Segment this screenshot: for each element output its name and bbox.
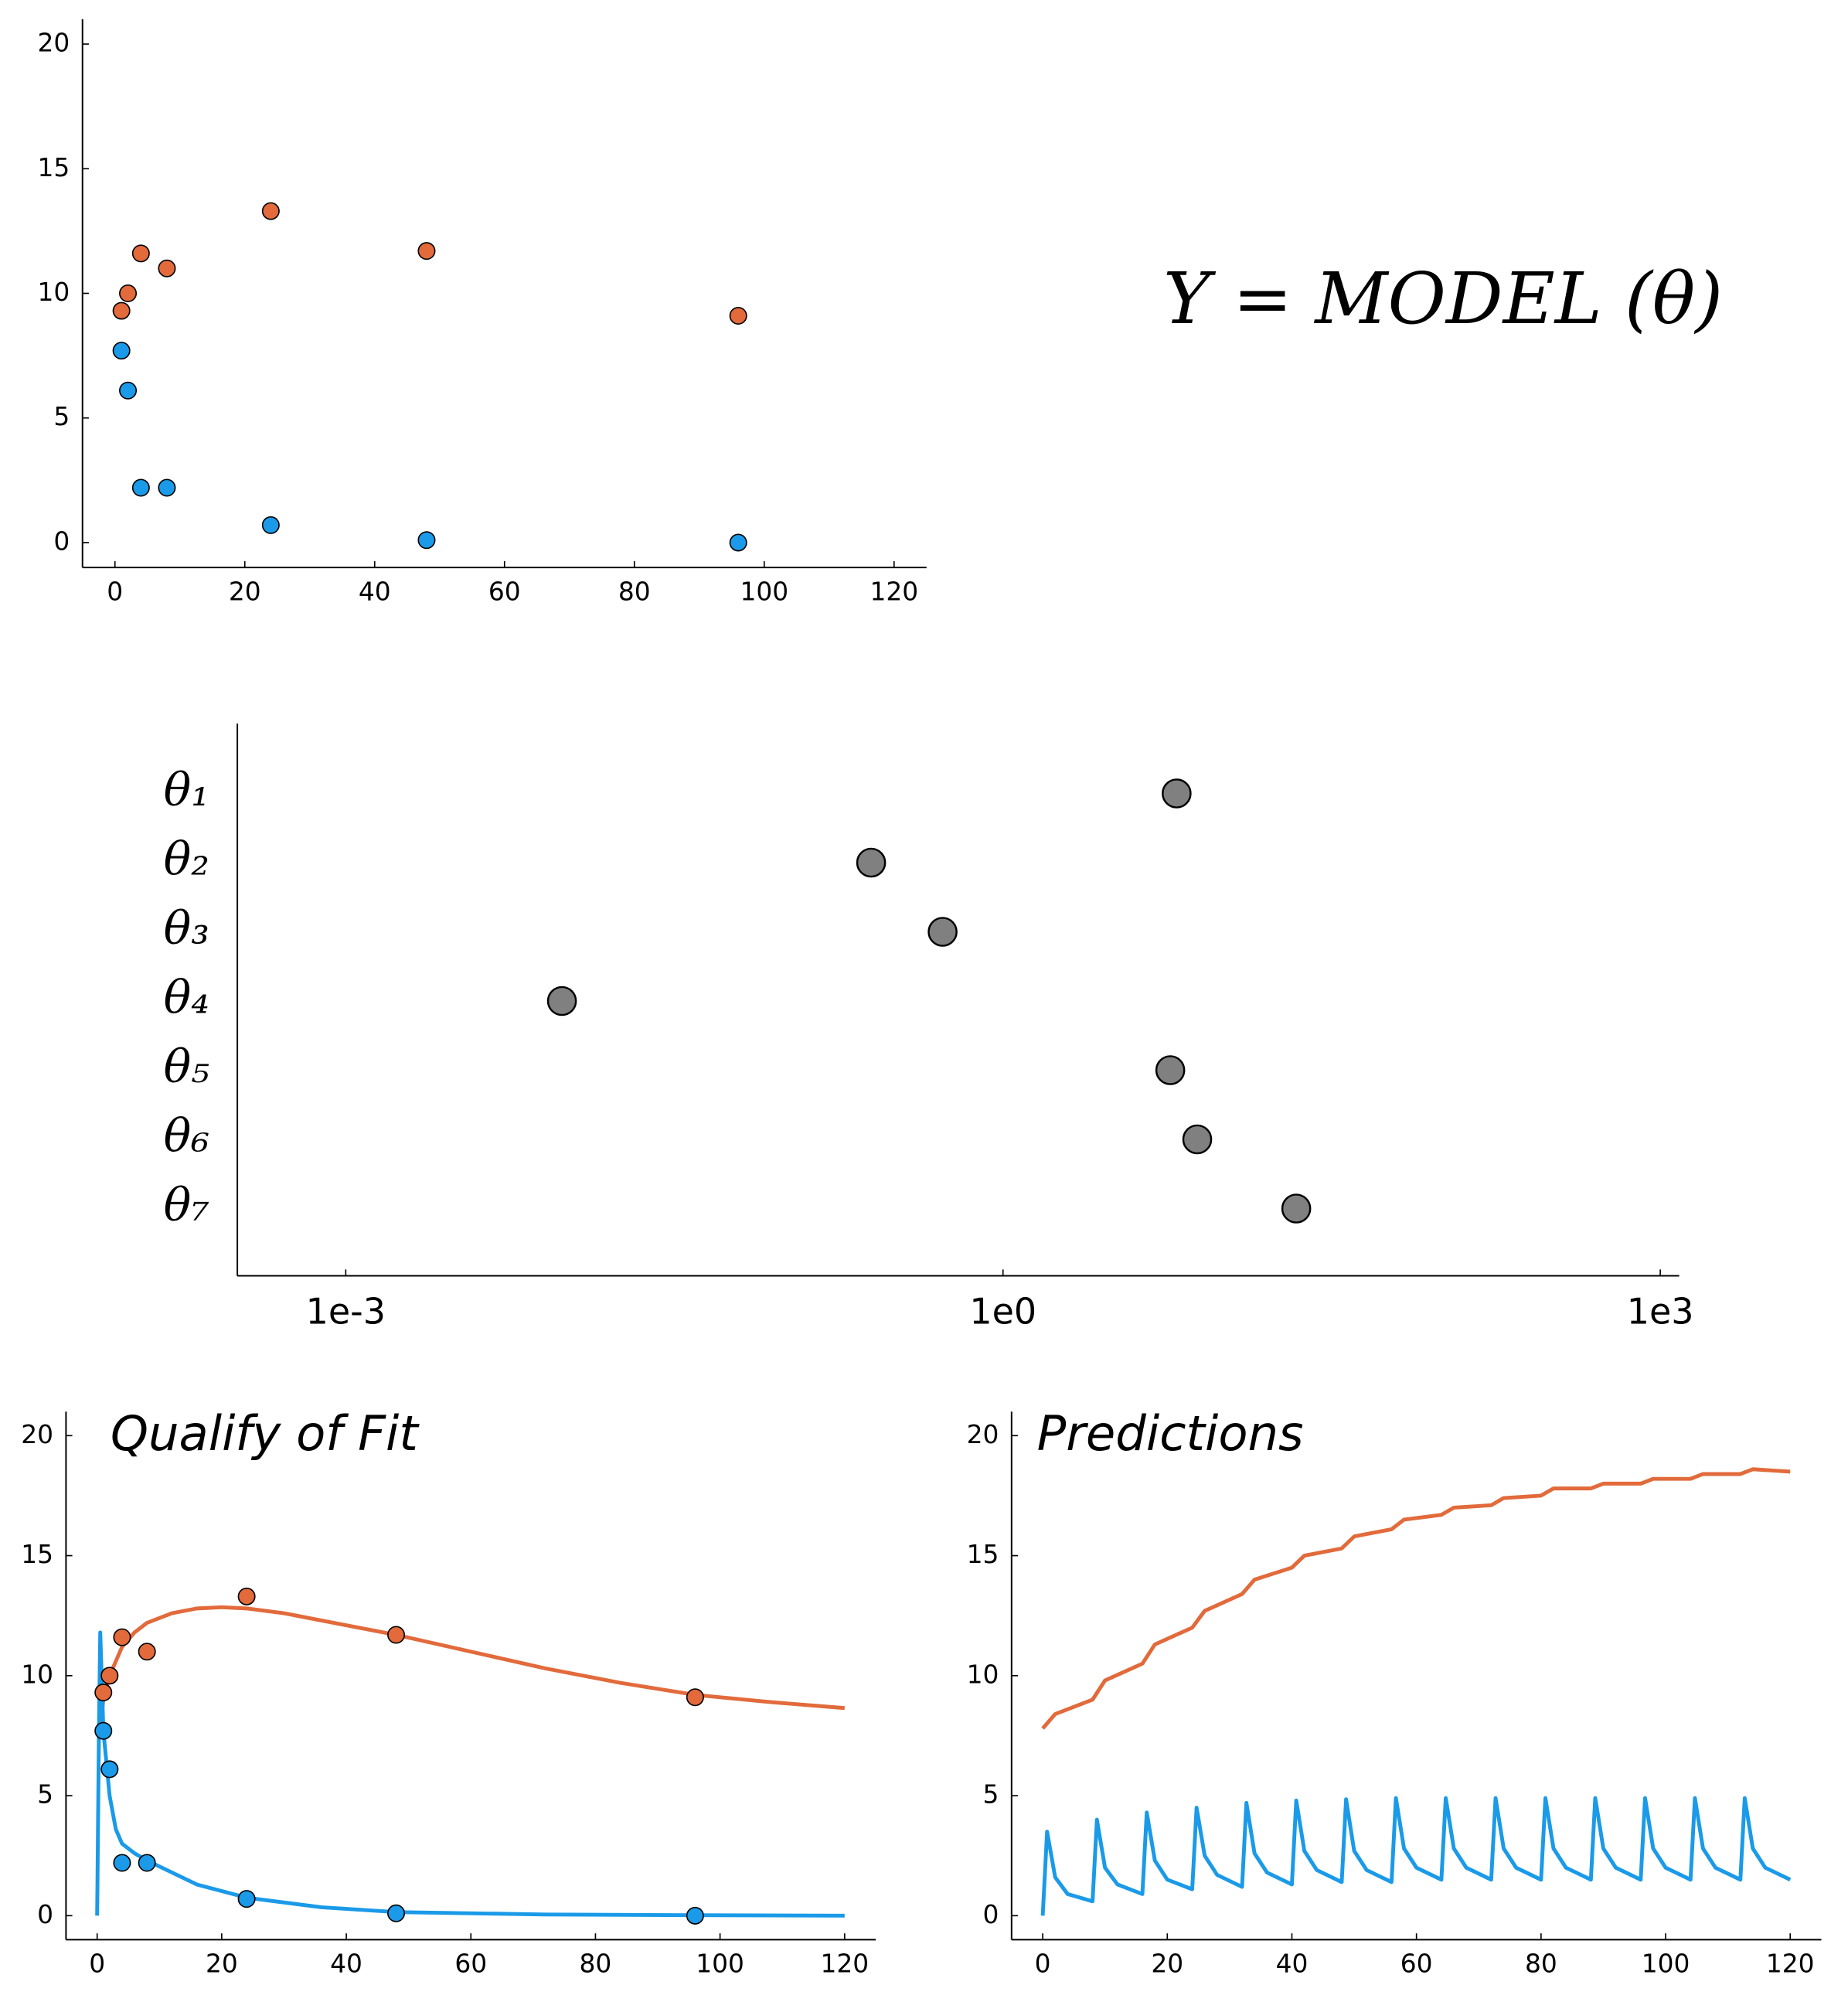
x-tick-label: 40 [1276, 1949, 1309, 1979]
dot [1182, 1124, 1213, 1155]
y-tick-label: 10 [38, 277, 70, 307]
point [138, 1854, 156, 1872]
point [417, 242, 436, 260]
point [94, 1721, 113, 1740]
point [729, 307, 747, 325]
chart-title: Predictions [1037, 1405, 1304, 1462]
point [112, 301, 131, 320]
point [138, 1643, 156, 1661]
point [686, 1688, 704, 1707]
x-tick-label: 80 [580, 1949, 612, 1979]
category-label: θ₁ [164, 763, 209, 816]
y-tick-label: 0 [37, 1900, 53, 1929]
y-tick-label: 15 [21, 1540, 53, 1569]
y-tick-label: 10 [21, 1660, 53, 1689]
x-tick-label: 80 [1525, 1949, 1557, 1979]
point [113, 1628, 131, 1646]
x-tick-label: 100 [740, 577, 788, 607]
point [119, 381, 138, 400]
line [1040, 1796, 1792, 1916]
x-tick-label: 0 [107, 577, 123, 607]
point [387, 1904, 406, 1922]
line [95, 1630, 845, 1918]
category-label: θ₂ [164, 832, 209, 886]
dot [1155, 1055, 1186, 1085]
y-tick-label: 20 [38, 29, 70, 58]
x-tick-label: 40 [330, 1949, 362, 1979]
point [131, 478, 150, 497]
x-tick-label: 1e3 [1627, 1290, 1694, 1332]
category-label: θ₇ [164, 1178, 209, 1231]
x-tick-label: 20 [206, 1949, 238, 1979]
x-tick-label: 120 [870, 577, 918, 607]
point [158, 259, 176, 277]
point [261, 202, 280, 220]
y-tick-label: 15 [38, 153, 70, 182]
x-tick-label: 40 [359, 577, 391, 607]
point [100, 1667, 119, 1685]
point [113, 1854, 131, 1872]
point [729, 533, 747, 552]
x-tick-label: 0 [1035, 1949, 1051, 1979]
x-tick-label: 80 [618, 577, 651, 607]
point [237, 1890, 256, 1908]
y-tick-label: 20 [21, 1420, 53, 1449]
y-tick-label: 0 [53, 526, 70, 556]
point [94, 1684, 113, 1702]
dot [1162, 778, 1192, 809]
x-tick-label: 60 [488, 577, 521, 607]
x-tick-label: 1e-3 [306, 1290, 386, 1332]
line [1041, 1467, 1791, 1730]
x-tick-label: 100 [696, 1949, 744, 1979]
point [119, 284, 138, 302]
point [417, 531, 436, 550]
x-tick-label: 20 [229, 577, 261, 607]
y-tick-label: 0 [982, 1900, 999, 1929]
dot [1281, 1193, 1312, 1224]
x-tick-label: 60 [1400, 1949, 1433, 1979]
x-tick-label: 120 [1766, 1949, 1815, 1979]
point [131, 244, 150, 263]
category-label: θ₅ [164, 1040, 209, 1093]
category-label: θ₄ [164, 971, 209, 1024]
dot [856, 847, 887, 878]
x-tick-label: 100 [1642, 1949, 1690, 1979]
y-tick-label: 5 [982, 1780, 999, 1810]
line [98, 1605, 845, 1729]
dot [546, 986, 577, 1016]
point [387, 1626, 406, 1644]
y-tick-label: 5 [37, 1780, 53, 1810]
x-tick-label: 20 [1151, 1949, 1183, 1979]
x-tick-label: 1e0 [969, 1290, 1036, 1332]
category-label: θ₆ [164, 1109, 209, 1163]
point [112, 342, 131, 360]
y-tick-label: 10 [967, 1660, 999, 1689]
y-tick-label: 15 [967, 1540, 999, 1569]
y-tick-label: 5 [53, 402, 70, 431]
x-tick-label: 0 [89, 1949, 105, 1979]
point [237, 1587, 256, 1605]
x-tick-label: 120 [820, 1949, 869, 1979]
equation: Y = MODEL (θ) [1163, 257, 1723, 340]
chart-title: Qualify of Fit [111, 1405, 420, 1462]
point [158, 478, 176, 497]
dot [927, 917, 958, 947]
point [686, 1906, 704, 1925]
point [100, 1760, 119, 1779]
point [261, 516, 280, 534]
y-tick-label: 20 [967, 1420, 999, 1449]
category-label: θ₃ [164, 901, 209, 955]
x-tick-label: 60 [454, 1949, 487, 1979]
